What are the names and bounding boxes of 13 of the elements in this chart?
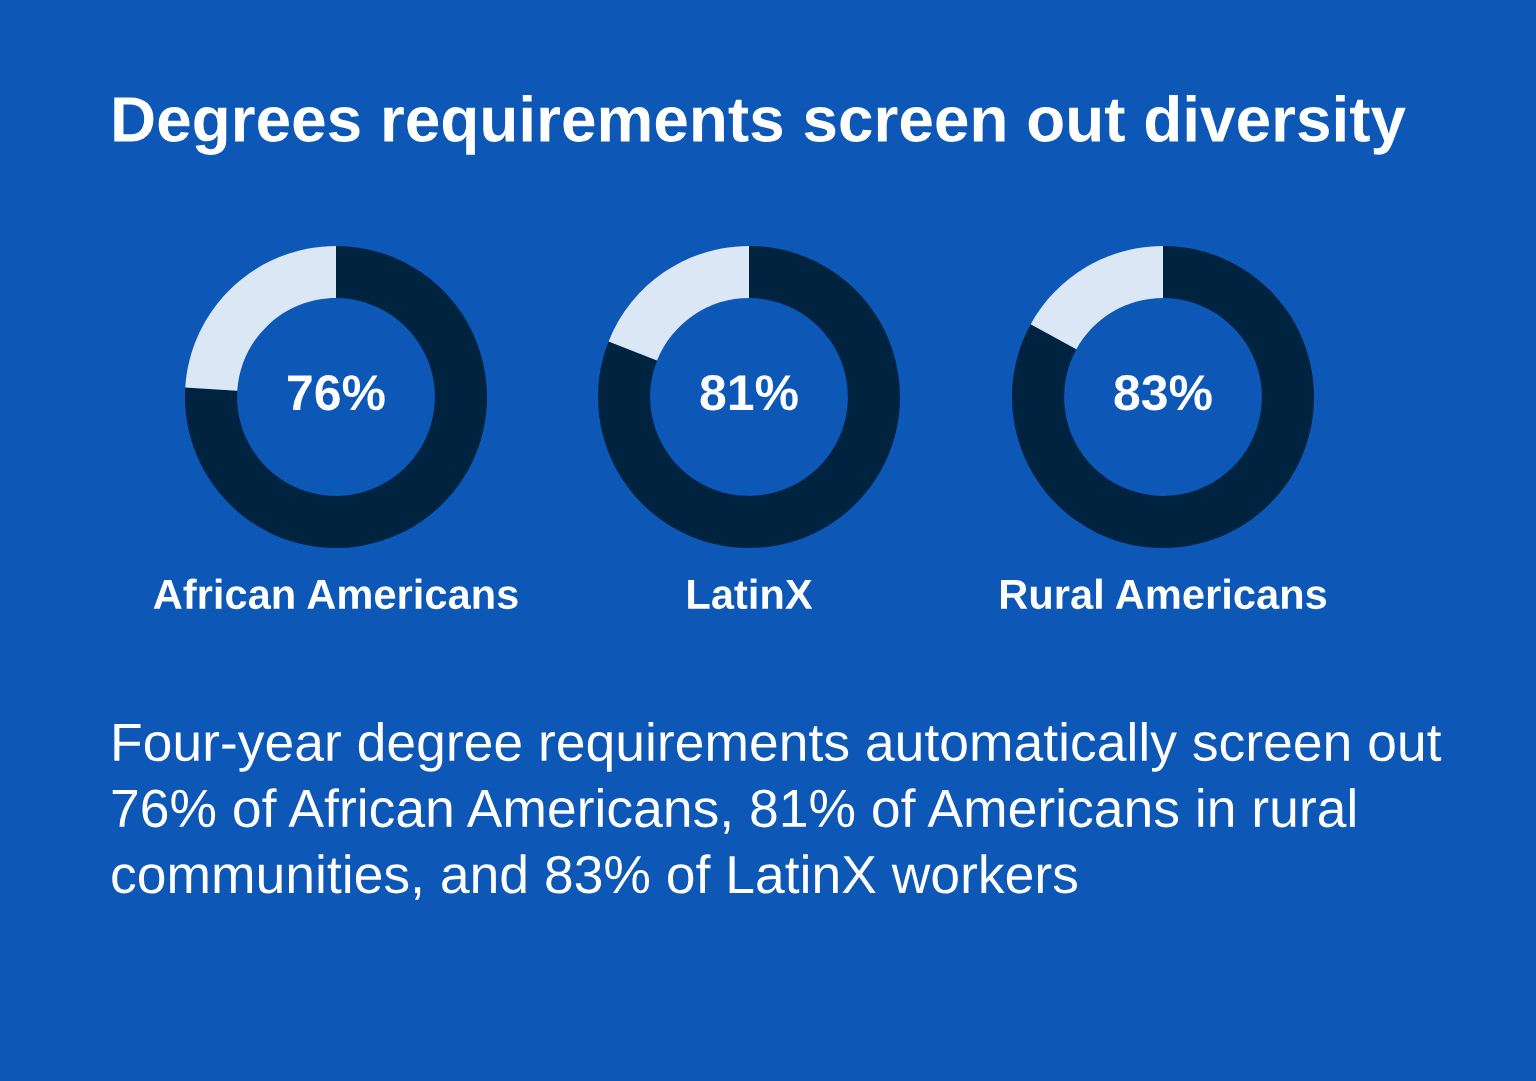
text: Rural Americans bbox=[1000, 578, 1327, 610]
text: African Americans bbox=[153, 578, 518, 610]
data-label: 81% bbox=[700, 375, 798, 411]
text: Four-year degree requirements automatically screen out 76% of African Americans, 81% of Americans in rural communities, and 83% of LatinX workers bbox=[112, 722, 1442, 900]
donut-slice bbox=[1012, 246, 1314, 548]
text: LatinX bbox=[688, 578, 813, 610]
data-label: 83% bbox=[1114, 375, 1212, 411]
donut-slice bbox=[608, 246, 749, 361]
donut-slice bbox=[598, 246, 900, 548]
text: Degrees requirements screen out diversity bbox=[114, 95, 1406, 155]
donut-slice bbox=[185, 246, 487, 548]
data-label: 76% bbox=[288, 375, 385, 411]
donut-slice bbox=[1030, 246, 1163, 350]
